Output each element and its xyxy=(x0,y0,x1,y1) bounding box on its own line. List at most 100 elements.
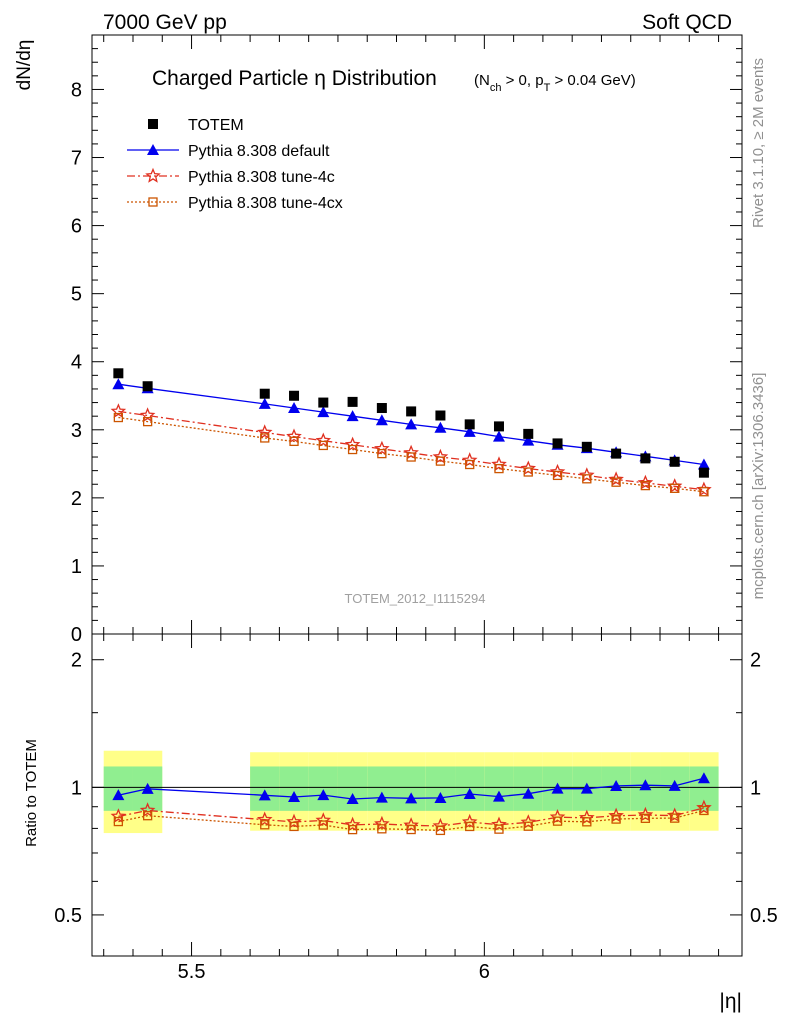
point-default xyxy=(434,421,447,433)
ratio-point-default xyxy=(551,782,564,794)
ratio-plot-frame xyxy=(91,633,743,957)
point-tune4cx xyxy=(552,470,563,481)
ratio-point-tune4cx xyxy=(318,820,328,830)
y-tick-label: 3 xyxy=(71,420,82,442)
point-default xyxy=(317,406,330,418)
data-point-totem xyxy=(493,421,504,432)
point-tune4c xyxy=(432,448,449,464)
ratio-line-default xyxy=(118,777,705,800)
point-tune4c xyxy=(286,428,302,444)
point-default xyxy=(346,410,359,422)
point-tune4c xyxy=(110,403,127,419)
ratio-tick-label: 2 xyxy=(750,650,761,672)
ratio-band-inner xyxy=(367,766,397,811)
point-default xyxy=(522,434,535,446)
ratio-point-tune4cx xyxy=(406,824,416,835)
ratio-band-inner xyxy=(396,766,426,811)
point-tune4cx xyxy=(465,459,475,470)
ratio-point-default xyxy=(258,789,271,801)
point-tune4c xyxy=(549,463,566,479)
data-point-totem xyxy=(523,428,534,439)
ratio-line-tune4cx xyxy=(118,809,705,832)
ratio-point-tune4cx xyxy=(113,816,124,827)
legend-marker-tune4cx xyxy=(148,197,158,207)
ratio-point-tune4cx xyxy=(347,824,358,835)
ratio-tick-label: 0.5 xyxy=(54,905,82,927)
data-point-totem xyxy=(698,467,709,478)
ratio-point-default xyxy=(317,789,330,801)
ratio-point-tune4c xyxy=(549,809,566,824)
y-tick-label: 5 xyxy=(71,284,82,306)
point-tune4c xyxy=(256,424,273,440)
ratio-point-default xyxy=(697,772,710,784)
x-tick-label: 6 xyxy=(479,961,490,983)
legend-label-default: Pythia 8.308 default xyxy=(188,143,330,160)
ratio-point-tune4c xyxy=(432,817,449,833)
point-default xyxy=(258,397,271,409)
ratio-point-tune4c xyxy=(344,816,361,832)
ratio-tick-label: 1 xyxy=(750,777,761,799)
legend: TOTEM Pythia 8.308 default Pythia 8.308 tu… xyxy=(127,117,343,212)
data-point-totem xyxy=(552,438,563,449)
legend-label-tune4cx: Pythia 8.308 tune-4cx xyxy=(188,195,343,212)
point-tune4cx xyxy=(142,416,153,427)
legend-marker-default xyxy=(147,144,159,155)
data-point-totem xyxy=(289,390,300,401)
ratio-band-inner xyxy=(250,766,280,811)
point-tune4cx xyxy=(494,463,504,474)
ratio-point-tune4cx xyxy=(523,821,533,831)
axis-ticks: 0 1 2 3 4 5 6 7 8 5.5 6 0.5 0.5 1 1 2 2 xyxy=(54,34,778,983)
watermark-label: TOTEM_2012_I1115294 xyxy=(345,591,486,606)
ratio-point-tune4c xyxy=(520,814,536,830)
ratio-point-default xyxy=(434,791,447,803)
point-tune4cx xyxy=(582,474,592,484)
point-default xyxy=(492,430,505,442)
point-tune4c xyxy=(374,440,390,456)
point-default xyxy=(463,425,476,437)
ratio-point-default xyxy=(375,791,388,803)
y-tick-label: 8 xyxy=(71,79,82,101)
ratio-point-tune4c xyxy=(578,809,595,825)
point-tune4cx xyxy=(347,444,358,455)
point-tune4cx xyxy=(699,487,709,497)
chart-subtitle: (Nch > 0, pT > 0.04 GeV) xyxy=(474,72,636,94)
point-default xyxy=(405,418,418,430)
data-point-totem xyxy=(669,456,680,467)
point-default xyxy=(375,414,388,426)
data-point-totem xyxy=(113,368,124,379)
legend-marker-totem xyxy=(148,119,158,129)
ratio-point-tune4c xyxy=(403,817,419,832)
ratio-band-inner xyxy=(279,766,309,811)
ratio-point-tune4c xyxy=(374,815,390,831)
point-tune4c xyxy=(139,407,156,423)
rivet-info: Rivet 3.1.10, ≥ 2M events xyxy=(750,58,767,228)
point-tune4cx xyxy=(318,440,328,451)
legend-label-totem: TOTEM xyxy=(188,117,244,134)
ratio-point-default xyxy=(288,791,301,803)
ratio-tick-label: 1 xyxy=(71,777,82,799)
ratio-point-tune4cx xyxy=(377,824,387,834)
ratio-point-tune4c xyxy=(139,802,156,818)
ratio-point-tune4cx xyxy=(699,805,709,816)
chart-title: Charged Particle η Distribution xyxy=(152,67,437,90)
ratio-band-inner xyxy=(337,766,368,811)
legend-label-tune4c: Pythia 8.308 tune-4c xyxy=(188,169,335,186)
ratio-band-inner xyxy=(103,766,133,811)
ratio-point-default xyxy=(463,788,476,800)
ratio-band-inner xyxy=(484,766,514,811)
data-point-totem xyxy=(318,397,329,408)
point-tune4c xyxy=(344,436,361,452)
ratio-tick-label: 2 xyxy=(71,650,82,672)
ratio-point-default xyxy=(639,779,652,791)
ratio-point-default xyxy=(522,787,535,799)
data-point-totem xyxy=(347,396,358,407)
y-tick-label: 0 xyxy=(71,624,82,646)
x-axis-label: |η| xyxy=(719,990,742,1013)
data-point-totem xyxy=(435,410,446,421)
data-point-totem xyxy=(376,403,387,414)
point-tune4c xyxy=(637,474,654,490)
x-tick-label: 5.5 xyxy=(178,961,206,983)
point-tune4cx xyxy=(113,412,124,423)
y-tick-label: 6 xyxy=(71,216,82,238)
